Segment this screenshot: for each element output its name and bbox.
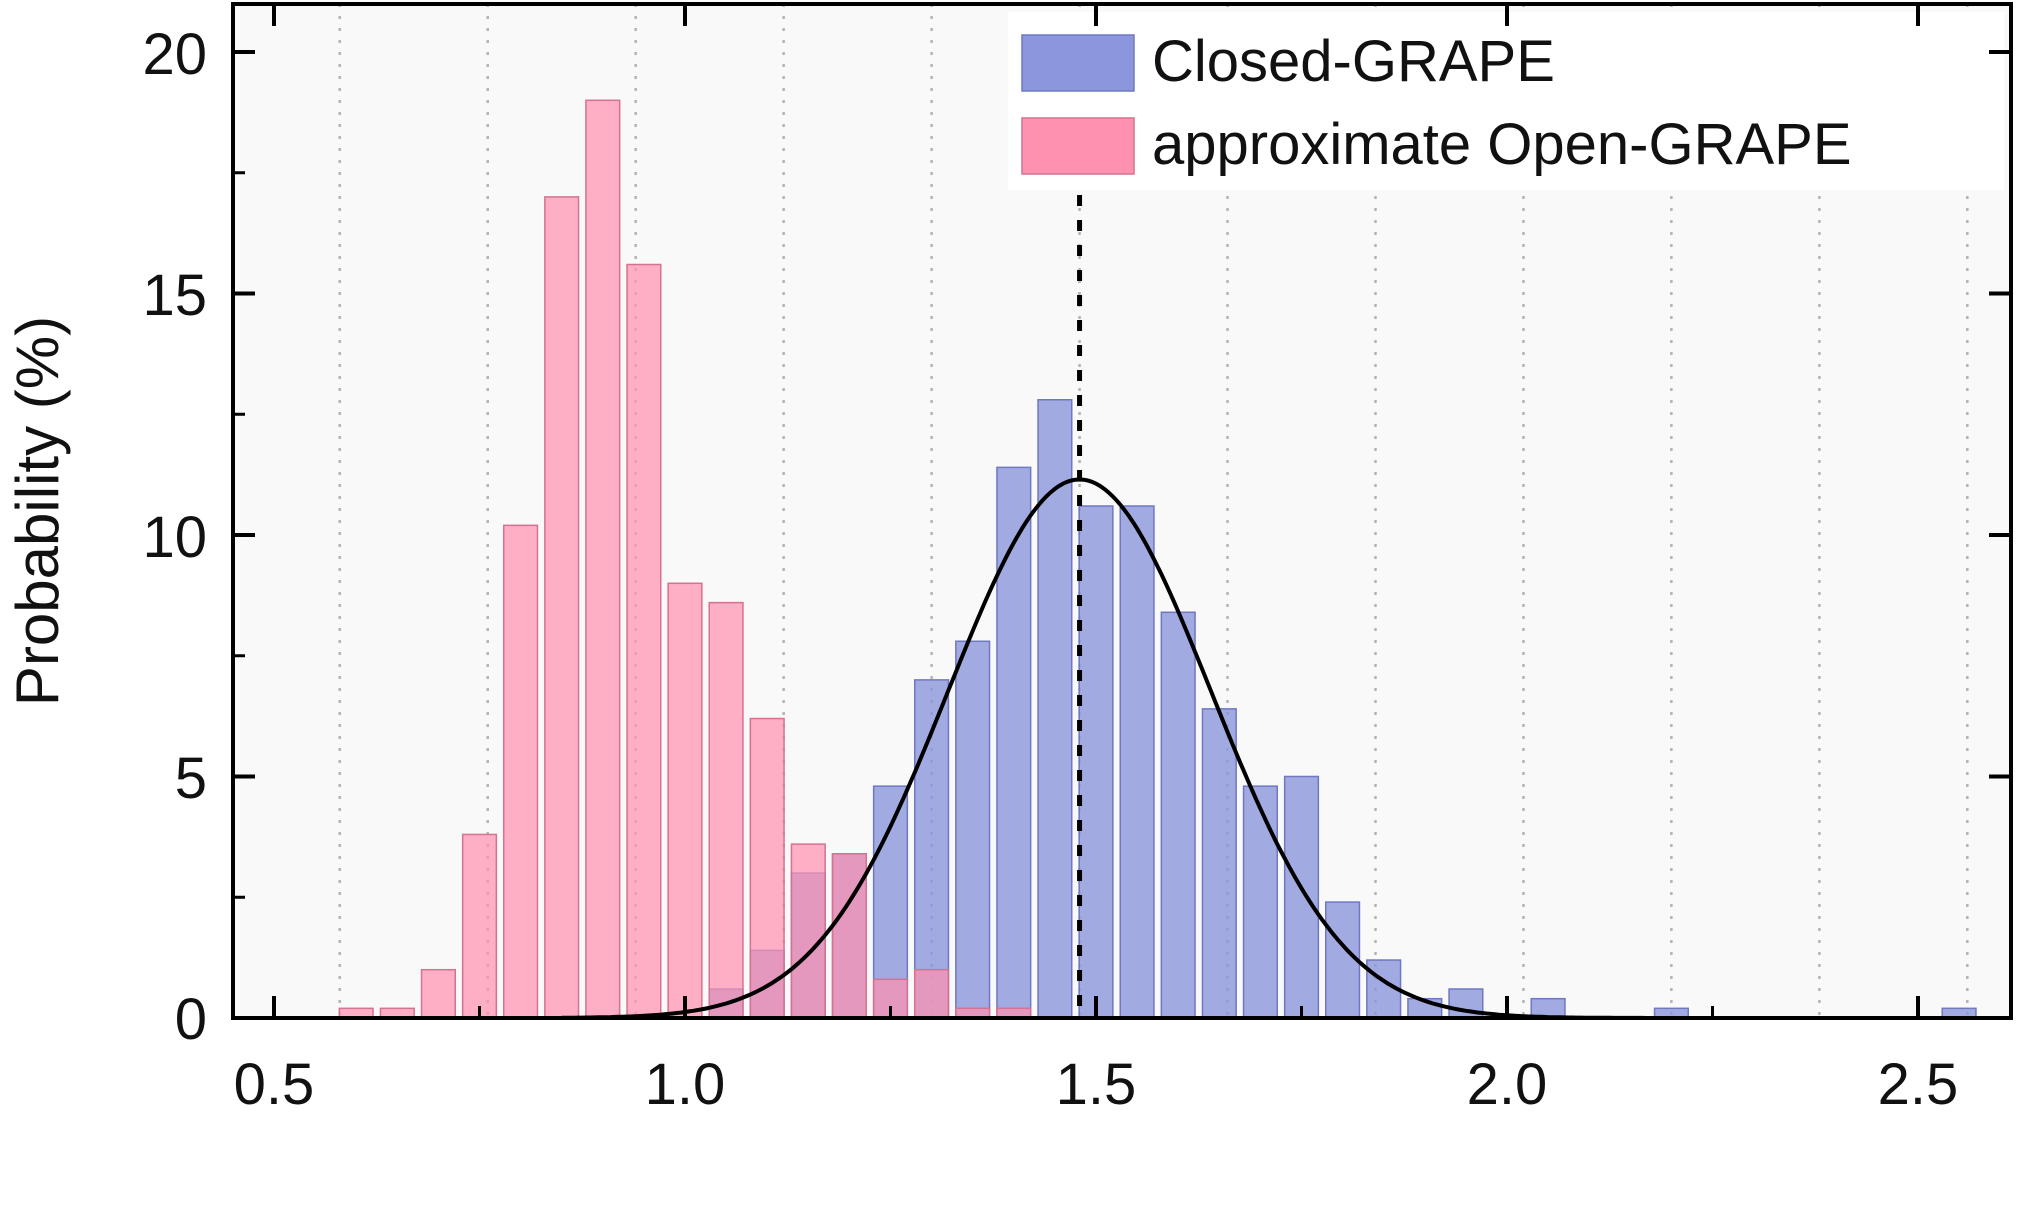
y-tick-label: 15	[142, 263, 207, 328]
histogram-bar	[955, 640, 991, 1019]
histogram-bar	[1201, 708, 1237, 1019]
histogram-bar	[626, 263, 662, 1019]
legend-label-open-grape: approximate Open-GRAPE	[1152, 112, 1852, 177]
histogram-bar	[502, 524, 539, 1019]
histogram-bar	[667, 582, 703, 1019]
histogram-bar	[1160, 611, 1196, 1019]
histogram-bar	[1078, 505, 1114, 1019]
histogram-bar	[420, 968, 457, 1019]
y-tick-label: 20	[142, 22, 207, 87]
histogram-bar	[749, 717, 785, 1019]
histogram-bar	[461, 833, 498, 1019]
x-tick-label: 0.5	[234, 1052, 315, 1117]
x-axis: 0.5 1.0 1.5 2.0 2.5	[234, 1052, 1959, 1117]
y-tick-label: 10	[142, 505, 207, 570]
legend-swatch-closed-grape	[1021, 34, 1135, 92]
legend: Closed-GRAPE approximate Open-GRAPE	[1008, 12, 2004, 190]
histogram-bar	[1324, 901, 1361, 1019]
x-tick-label: 2.0	[1467, 1052, 1548, 1117]
histogram-bar	[544, 196, 580, 1019]
histogram-bar	[790, 843, 826, 1019]
histogram-bar	[1037, 399, 1073, 1019]
x-tick-label: 2.5	[1878, 1052, 1959, 1117]
histogram-bar	[708, 601, 744, 1019]
legend-label-closed-grape: Closed-GRAPE	[1152, 29, 1555, 94]
legend-background	[1008, 12, 2004, 190]
gaussian-fit-curve	[561, 477, 1672, 1020]
histogram-bar	[1242, 785, 1279, 1019]
histogram-bar	[996, 466, 1032, 1019]
histogram-bar	[1283, 775, 1320, 1019]
y-tick-label: 0	[175, 987, 207, 1052]
y-tick-label: 5	[175, 746, 207, 811]
x-tick-label: 1.5	[1056, 1052, 1137, 1117]
histogram-bar	[1119, 505, 1155, 1019]
histogram-bar	[585, 99, 621, 1019]
histogram-bar	[913, 968, 950, 1019]
axis-ticks	[233, 4, 2011, 1020]
y-axis: 0 5 10 15 20	[142, 22, 207, 1052]
legend-swatch-open-grape	[1021, 117, 1135, 175]
plot-frame	[231, 2, 2013, 1020]
x-tick-label: 1.0	[645, 1052, 726, 1117]
y-axis-label: Probability (%)	[4, 316, 71, 706]
